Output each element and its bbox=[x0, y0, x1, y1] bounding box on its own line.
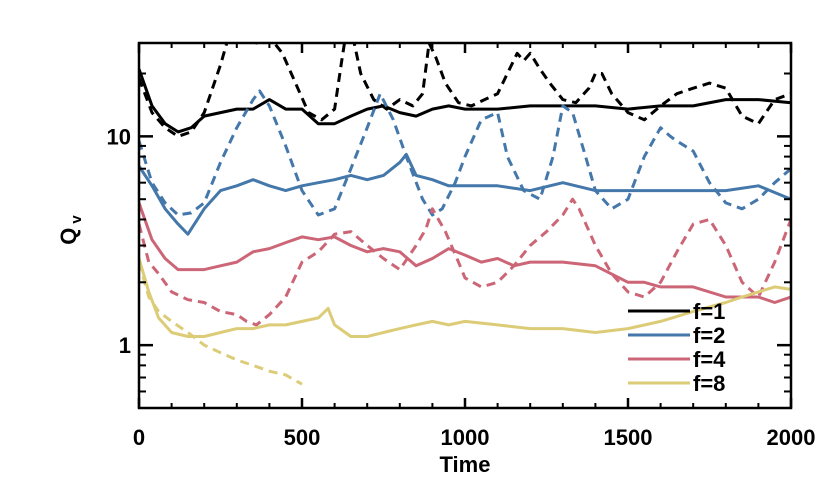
x-axis-title: Time bbox=[440, 452, 491, 477]
x-tick-label: 1000 bbox=[441, 425, 490, 450]
y-axis-title-sub: v bbox=[68, 215, 85, 224]
series-line-f1-solid bbox=[139, 68, 791, 134]
legend: f=1f=2f=4f=8 bbox=[628, 299, 726, 396]
series-line-f8-dashed bbox=[139, 261, 303, 386]
legend-label-f1: f=1 bbox=[693, 299, 725, 324]
x-tick-label: 500 bbox=[284, 425, 321, 450]
y-axis-title-main: Q bbox=[56, 228, 81, 245]
series-line-f2-dashed bbox=[139, 89, 791, 217]
y-axis-title: Qv bbox=[56, 215, 85, 245]
series-line-f4-solid bbox=[139, 202, 791, 304]
x-tick-label: 1500 bbox=[604, 425, 653, 450]
y-tick-label: 10 bbox=[107, 124, 131, 149]
legend-label-f4: f=4 bbox=[693, 347, 726, 372]
series-layer bbox=[139, 43, 791, 386]
series-line-f4-dashed bbox=[139, 197, 791, 327]
x-tick-label: 0 bbox=[133, 425, 145, 450]
legend-label-f8: f=8 bbox=[693, 371, 725, 396]
legend-label-f2: f=2 bbox=[693, 323, 725, 348]
x-tick-label: 2000 bbox=[767, 425, 816, 450]
y-tick-label: 1 bbox=[119, 333, 131, 358]
series-line-f2-solid bbox=[139, 152, 791, 236]
ticks-layer: 0 500 1000 1500 2000 1 10 bbox=[107, 43, 816, 450]
series-line-f8-solid bbox=[139, 258, 791, 338]
svg-text:Qv: Qv bbox=[56, 215, 85, 245]
series-line-f1-dashed bbox=[139, 43, 791, 138]
